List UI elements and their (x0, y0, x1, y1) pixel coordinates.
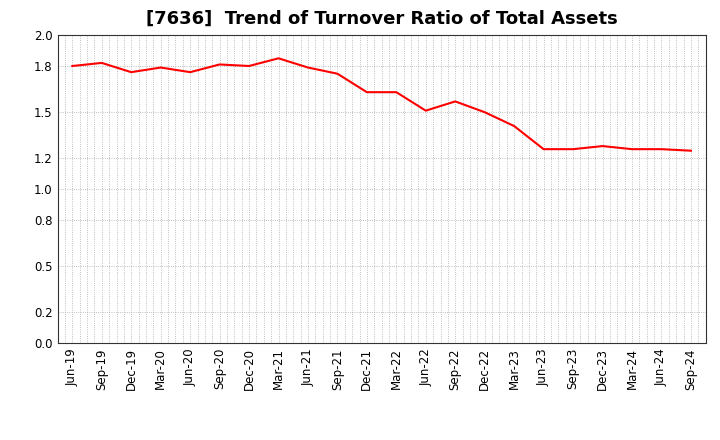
Title: [7636]  Trend of Turnover Ratio of Total Assets: [7636] Trend of Turnover Ratio of Total … (145, 10, 618, 28)
